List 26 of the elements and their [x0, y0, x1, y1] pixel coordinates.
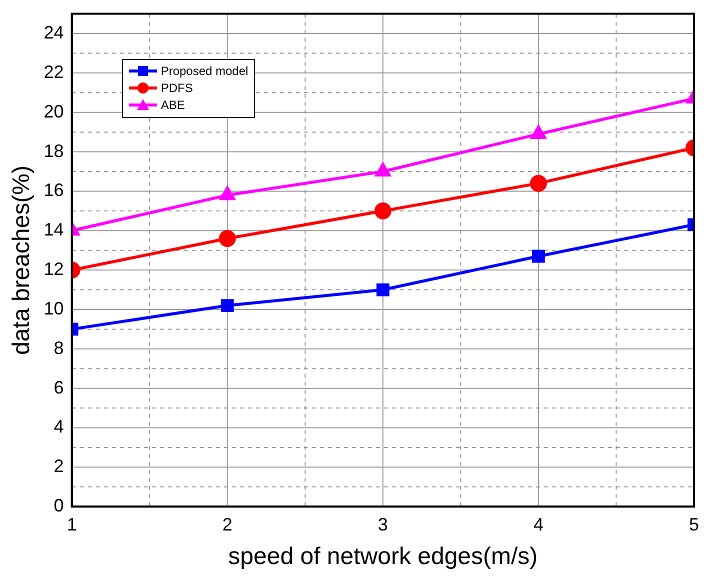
y-tick-label: 24: [44, 22, 64, 42]
x-axis-title: speed of network edges(m/s): [228, 543, 538, 570]
x-tick-label: 5: [688, 514, 700, 534]
point: [375, 162, 390, 176]
legend-label: ABE: [160, 98, 185, 112]
x-tick-label: 3: [378, 514, 388, 534]
y-tick-label: 8: [54, 338, 64, 358]
y-axis-title: data breaches(%): [8, 165, 36, 355]
point: [374, 202, 392, 220]
x-tick-label: 4: [533, 514, 544, 534]
y-tick-label: 2: [54, 456, 64, 476]
legend-label: PDFS: [160, 81, 193, 96]
y-tick-label: 14: [44, 220, 64, 240]
legend-label: Proposed model: [160, 64, 248, 78]
point: [376, 283, 390, 296]
y-tick-label: 4: [54, 416, 64, 437]
x-tick-label: 1: [66, 514, 77, 534]
x-tick-label: 2: [222, 514, 232, 534]
y-tick-label: 20: [44, 101, 64, 122]
y-tick-label: 18: [44, 140, 64, 161]
y-tick-label: 12: [44, 259, 64, 280]
y-tick-label: 6: [54, 377, 64, 398]
y-tick-label: 16: [44, 180, 64, 200]
y-tick-label: 22: [44, 62, 64, 82]
y-tick-label: 0: [54, 496, 64, 516]
y-tick-label: 10: [44, 298, 64, 318]
